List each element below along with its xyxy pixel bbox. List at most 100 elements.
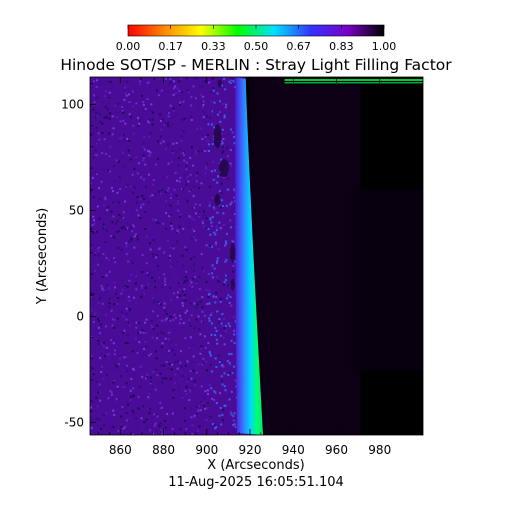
texture-cell bbox=[113, 353, 116, 356]
texture-cell bbox=[180, 135, 183, 138]
texture-cell bbox=[145, 318, 148, 321]
texture-cell bbox=[177, 282, 180, 285]
texture-cell bbox=[137, 322, 140, 324]
texture-cell bbox=[179, 176, 182, 179]
texture-cell bbox=[222, 138, 225, 140]
texture-cell bbox=[227, 258, 230, 261]
limb-band bbox=[235, 77, 263, 435]
texture-cell bbox=[200, 345, 203, 348]
texture-cell bbox=[104, 290, 107, 293]
texture-cell bbox=[140, 206, 143, 209]
texture-cell bbox=[197, 300, 200, 303]
texture-cell bbox=[100, 261, 103, 264]
texture-cell bbox=[202, 210, 205, 213]
texture-cell bbox=[113, 413, 116, 416]
texture-cell bbox=[143, 148, 146, 151]
texture-cell bbox=[169, 254, 171, 257]
texture-cell bbox=[234, 260, 237, 263]
texture-cell bbox=[219, 120, 222, 123]
texture-cell bbox=[222, 176, 225, 179]
texture-cell bbox=[212, 206, 215, 209]
texture-cell bbox=[212, 267, 215, 269]
texture-cell bbox=[159, 135, 162, 138]
texture-cell bbox=[199, 86, 201, 89]
texture-cell bbox=[158, 424, 161, 427]
texture-cell bbox=[191, 388, 193, 391]
texture-cell bbox=[192, 85, 195, 88]
texture-cell bbox=[234, 320, 237, 323]
texture-cell bbox=[98, 383, 101, 386]
texture-cell bbox=[152, 327, 155, 330]
texture-cell bbox=[187, 180, 190, 183]
texture-cell bbox=[130, 378, 133, 381]
texture-cell bbox=[110, 210, 113, 213]
texture-cell bbox=[201, 220, 204, 223]
texture-cell bbox=[151, 111, 154, 114]
texture-cell bbox=[158, 247, 161, 250]
texture-cell bbox=[185, 270, 188, 273]
texture-cell bbox=[150, 380, 152, 383]
texture-cell bbox=[119, 120, 122, 123]
texture-cell bbox=[174, 310, 177, 313]
texture-cell bbox=[96, 247, 99, 250]
texture-cell bbox=[108, 170, 111, 173]
texture-cell bbox=[158, 302, 161, 305]
texture-cell bbox=[153, 300, 156, 303]
texture-cell bbox=[125, 318, 128, 321]
texture-cell bbox=[184, 276, 187, 279]
texture-cell bbox=[182, 264, 185, 267]
texture-cell bbox=[201, 106, 204, 109]
texture-cell bbox=[222, 408, 225, 411]
texture-cell bbox=[184, 280, 187, 283]
texture-cell bbox=[171, 227, 174, 230]
texture-cell bbox=[104, 241, 107, 243]
texture-cell bbox=[233, 330, 235, 333]
texture-cell bbox=[117, 296, 120, 299]
texture-cell bbox=[96, 174, 99, 177]
texture-cell bbox=[169, 81, 172, 84]
texture-cell bbox=[186, 380, 189, 383]
texture-cell bbox=[125, 115, 128, 117]
texture-cell bbox=[217, 175, 220, 178]
texture-cell bbox=[146, 98, 149, 100]
texture-cell bbox=[228, 189, 231, 192]
texture-cell bbox=[202, 206, 205, 209]
texture-cell bbox=[189, 321, 192, 324]
texture-cell bbox=[170, 193, 173, 196]
texture-cell bbox=[105, 412, 108, 415]
texture-cell bbox=[104, 313, 107, 316]
texture-cell bbox=[182, 322, 185, 325]
texture-cell bbox=[147, 412, 150, 415]
texture-cell bbox=[205, 289, 208, 292]
texture-cell bbox=[224, 404, 227, 407]
texture-cell bbox=[97, 301, 100, 304]
texture-cell bbox=[155, 254, 158, 256]
texture-cell bbox=[230, 77, 233, 80]
texture-cell bbox=[181, 312, 184, 315]
texture-cell bbox=[140, 95, 143, 97]
texture-cell bbox=[93, 107, 95, 110]
texture-cell bbox=[92, 257, 95, 260]
texture-cell bbox=[206, 369, 209, 372]
texture-cell bbox=[185, 198, 187, 201]
texture-cell bbox=[173, 87, 175, 90]
texture-cell bbox=[92, 196, 95, 199]
texture-cell bbox=[234, 425, 237, 428]
texture-cell bbox=[113, 281, 116, 284]
texture-cell bbox=[113, 326, 116, 329]
texture-cell bbox=[111, 133, 114, 136]
texture-cell bbox=[135, 275, 138, 277]
texture-cell bbox=[123, 133, 126, 136]
texture-cell bbox=[198, 288, 201, 291]
texture-cell bbox=[220, 182, 223, 185]
texture-cell bbox=[150, 103, 153, 106]
texture-cell bbox=[148, 392, 151, 395]
texture-cell bbox=[100, 427, 102, 430]
texture-cell bbox=[221, 205, 224, 207]
texture-cell bbox=[208, 302, 211, 305]
texture-cell bbox=[179, 361, 182, 364]
texture-cell bbox=[162, 125, 165, 128]
texture-cell bbox=[182, 227, 185, 230]
texture-cell bbox=[156, 415, 159, 418]
texture-cell bbox=[161, 286, 164, 289]
